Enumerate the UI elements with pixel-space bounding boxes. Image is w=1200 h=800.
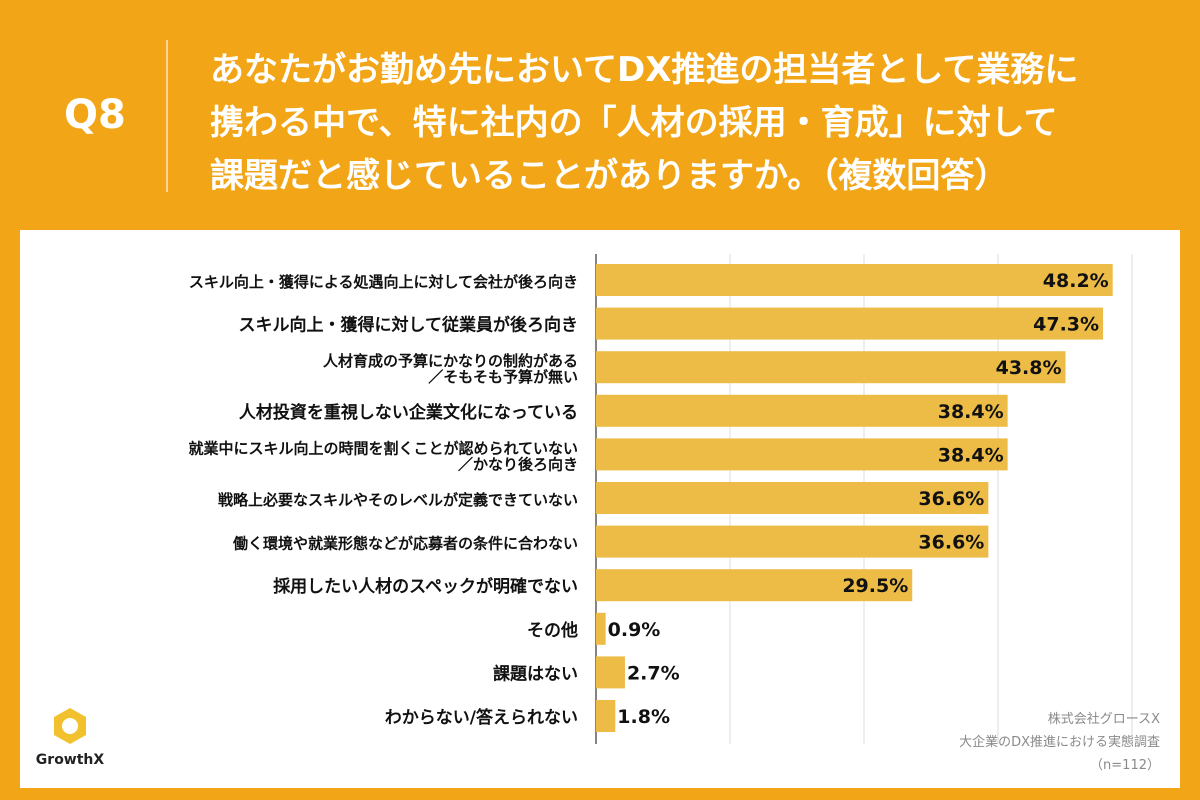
data-label: 0.9% <box>608 619 661 641</box>
bar <box>596 438 1008 471</box>
category-label: ／そもそも予算が無い <box>428 368 578 386</box>
data-label: 29.5% <box>842 575 908 597</box>
category-label: 人材投資を重視しない企業文化になっている <box>239 402 578 423</box>
category-label: 課題はない <box>493 663 578 684</box>
category-label: わからない/答えられない <box>385 707 578 728</box>
category-label: スキル向上・獲得に対して従業員が後ろ向き <box>239 315 579 336</box>
logo-icon <box>54 708 86 744</box>
question-number: Q8 <box>64 92 126 138</box>
source-note: 株式会社グロースX 大企業のDX推進における実態調査 （n=112） <box>959 708 1160 777</box>
data-label: 48.2% <box>1043 270 1109 292</box>
source-survey: 大企業のDX推進における実態調査 <box>959 735 1160 750</box>
category-label: 採用したい人材のスペックが明確でない <box>273 576 578 597</box>
category-label: 人材育成の予算にかなりの制約がある <box>323 352 578 370</box>
data-label: 36.6% <box>918 488 984 510</box>
header-divider <box>166 40 168 192</box>
bar <box>596 394 1008 427</box>
bar <box>596 482 989 514</box>
source-sample: （n=112） <box>1090 758 1160 773</box>
question-line: 携わる中で、特に社内の「人材の採用・育成」に対して <box>210 103 1058 143</box>
bar <box>596 264 1113 296</box>
bar <box>596 307 1104 340</box>
source-company: 株式会社グロースX <box>1047 712 1160 727</box>
question-line: 課題だと感じていることがありますか。（複数回答） <box>210 156 1009 196</box>
logo-text: GrowthX <box>35 752 105 768</box>
bar <box>596 656 625 689</box>
data-label: 47.3% <box>1033 314 1099 336</box>
category-label: 働く環境や就業形態などが応募者の条件に合わない <box>232 535 578 553</box>
bar <box>596 351 1066 384</box>
bar <box>596 569 913 602</box>
bar <box>596 612 606 645</box>
category-label: その他 <box>527 620 578 641</box>
category-label: ／かなり後ろ向き <box>458 455 578 473</box>
data-label: 36.6% <box>918 532 984 554</box>
data-label: 2.7% <box>627 662 680 684</box>
bar <box>596 525 989 558</box>
growthx-logo: GrowthX <box>30 706 110 778</box>
category-label: 戦略上必要なスキルやそのレベルが定義できていない <box>218 491 578 509</box>
category-label: 就業中にスキル向上の時間を割くことが認められていない <box>188 439 578 457</box>
data-label: 1.8% <box>617 706 670 728</box>
bar <box>596 700 616 732</box>
data-label: 38.4% <box>938 401 1004 423</box>
data-label: 38.4% <box>938 444 1004 466</box>
category-label: スキル向上・獲得による処遇向上に対して会社が後ろ向き <box>189 273 578 291</box>
data-label: 43.8% <box>996 357 1062 379</box>
question-text: あなたがお勤め先においてDX推進の担当者として業務に 携わる中で、特に社内の「人… <box>210 44 1170 203</box>
question-header: Q8 あなたがお勤め先においてDX推進の担当者として業務に 携わる中で、特に社内… <box>0 0 1200 222</box>
question-line: あなたがお勤め先においてDX推進の担当者として業務に <box>210 50 1079 90</box>
